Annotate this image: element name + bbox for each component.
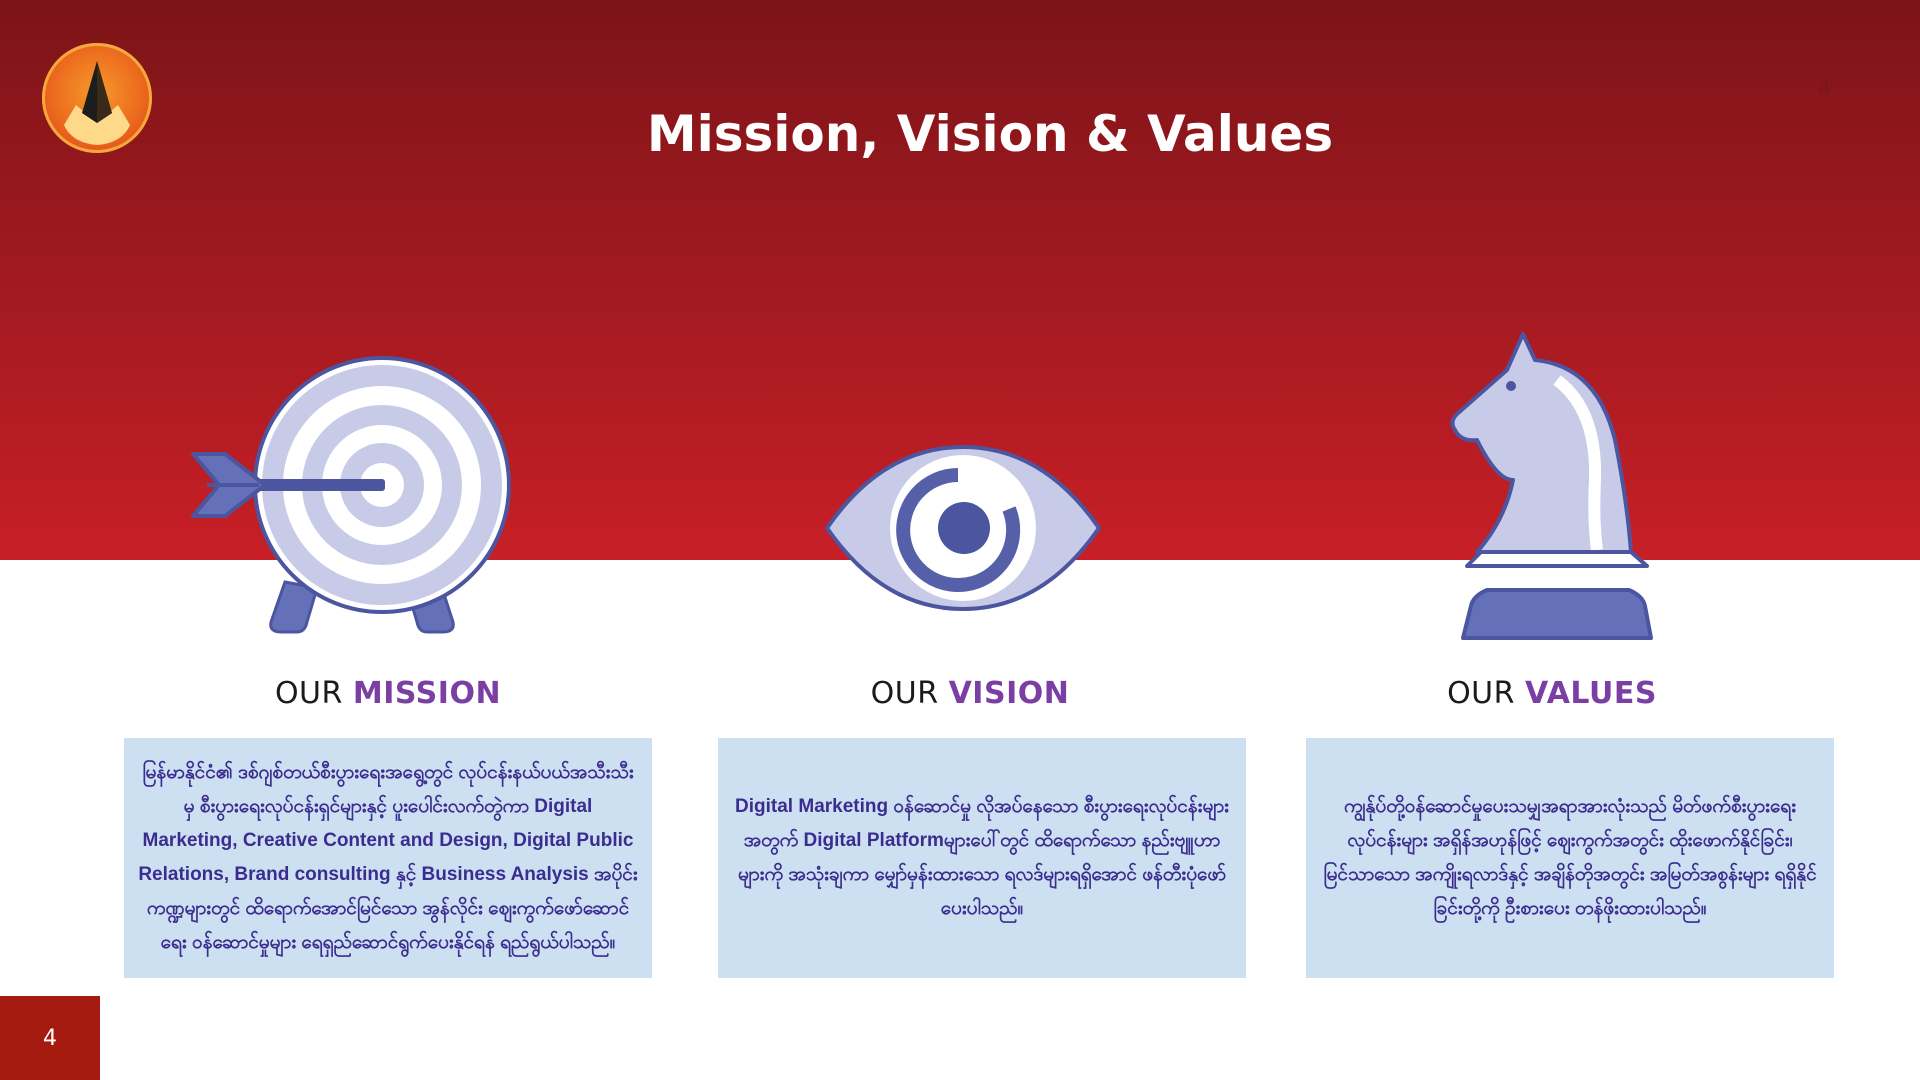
eye-icon — [824, 444, 1102, 612]
company-logo — [42, 43, 152, 153]
values-heading: OUR VALUES — [1272, 676, 1832, 711]
vision-heading-prefix: OUR — [870, 676, 939, 711]
slide-title: Mission, Vision & Values — [646, 105, 1334, 163]
mission-heading-accent: MISSION — [352, 676, 502, 711]
values-heading-prefix: OUR — [1447, 676, 1515, 711]
vision-textbox: Digital Marketing ဝန်ဆောင်မှု လိုအပ်နေသေ… — [718, 738, 1246, 978]
values-textbox: ကျွန်ုပ်တို့ဝန်ဆောင်မှုပေးသမျှအရာအားလုံး… — [1306, 738, 1834, 978]
values-text: ကျွန်ုပ်တို့ဝန်ဆောင်မှုပေးသမျှအရာအားလုံး… — [1323, 796, 1817, 919]
logo-mark-icon — [64, 61, 130, 145]
chess-knight-icon — [1450, 332, 1653, 640]
page-number-top: 4 — [1818, 76, 1831, 100]
vision-heading: OUR VISION — [690, 676, 1250, 711]
target-arrow-icon — [191, 356, 511, 634]
mission-heading-prefix: OUR — [274, 676, 343, 711]
mission-textbox: မြန်မာနိုင်ငံ၏ ဒစ်ဂျစ်တယ်စီးပွားရေးအရွေ့… — [124, 738, 652, 978]
vision-heading-accent: VISION — [948, 676, 1070, 711]
mission-heading: OUR MISSION — [108, 676, 668, 711]
vision-text: Digital Marketing ဝန်ဆောင်မှု လိုအပ်နေသေ… — [735, 796, 1229, 919]
values-heading-accent: VALUES — [1525, 676, 1657, 711]
mission-text: မြန်မာနိုင်ငံ၏ ဒစ်ဂျစ်တယ်စီးပွားရေးအရွေ့… — [138, 762, 638, 953]
page-number-badge: 4 — [0, 996, 100, 1080]
